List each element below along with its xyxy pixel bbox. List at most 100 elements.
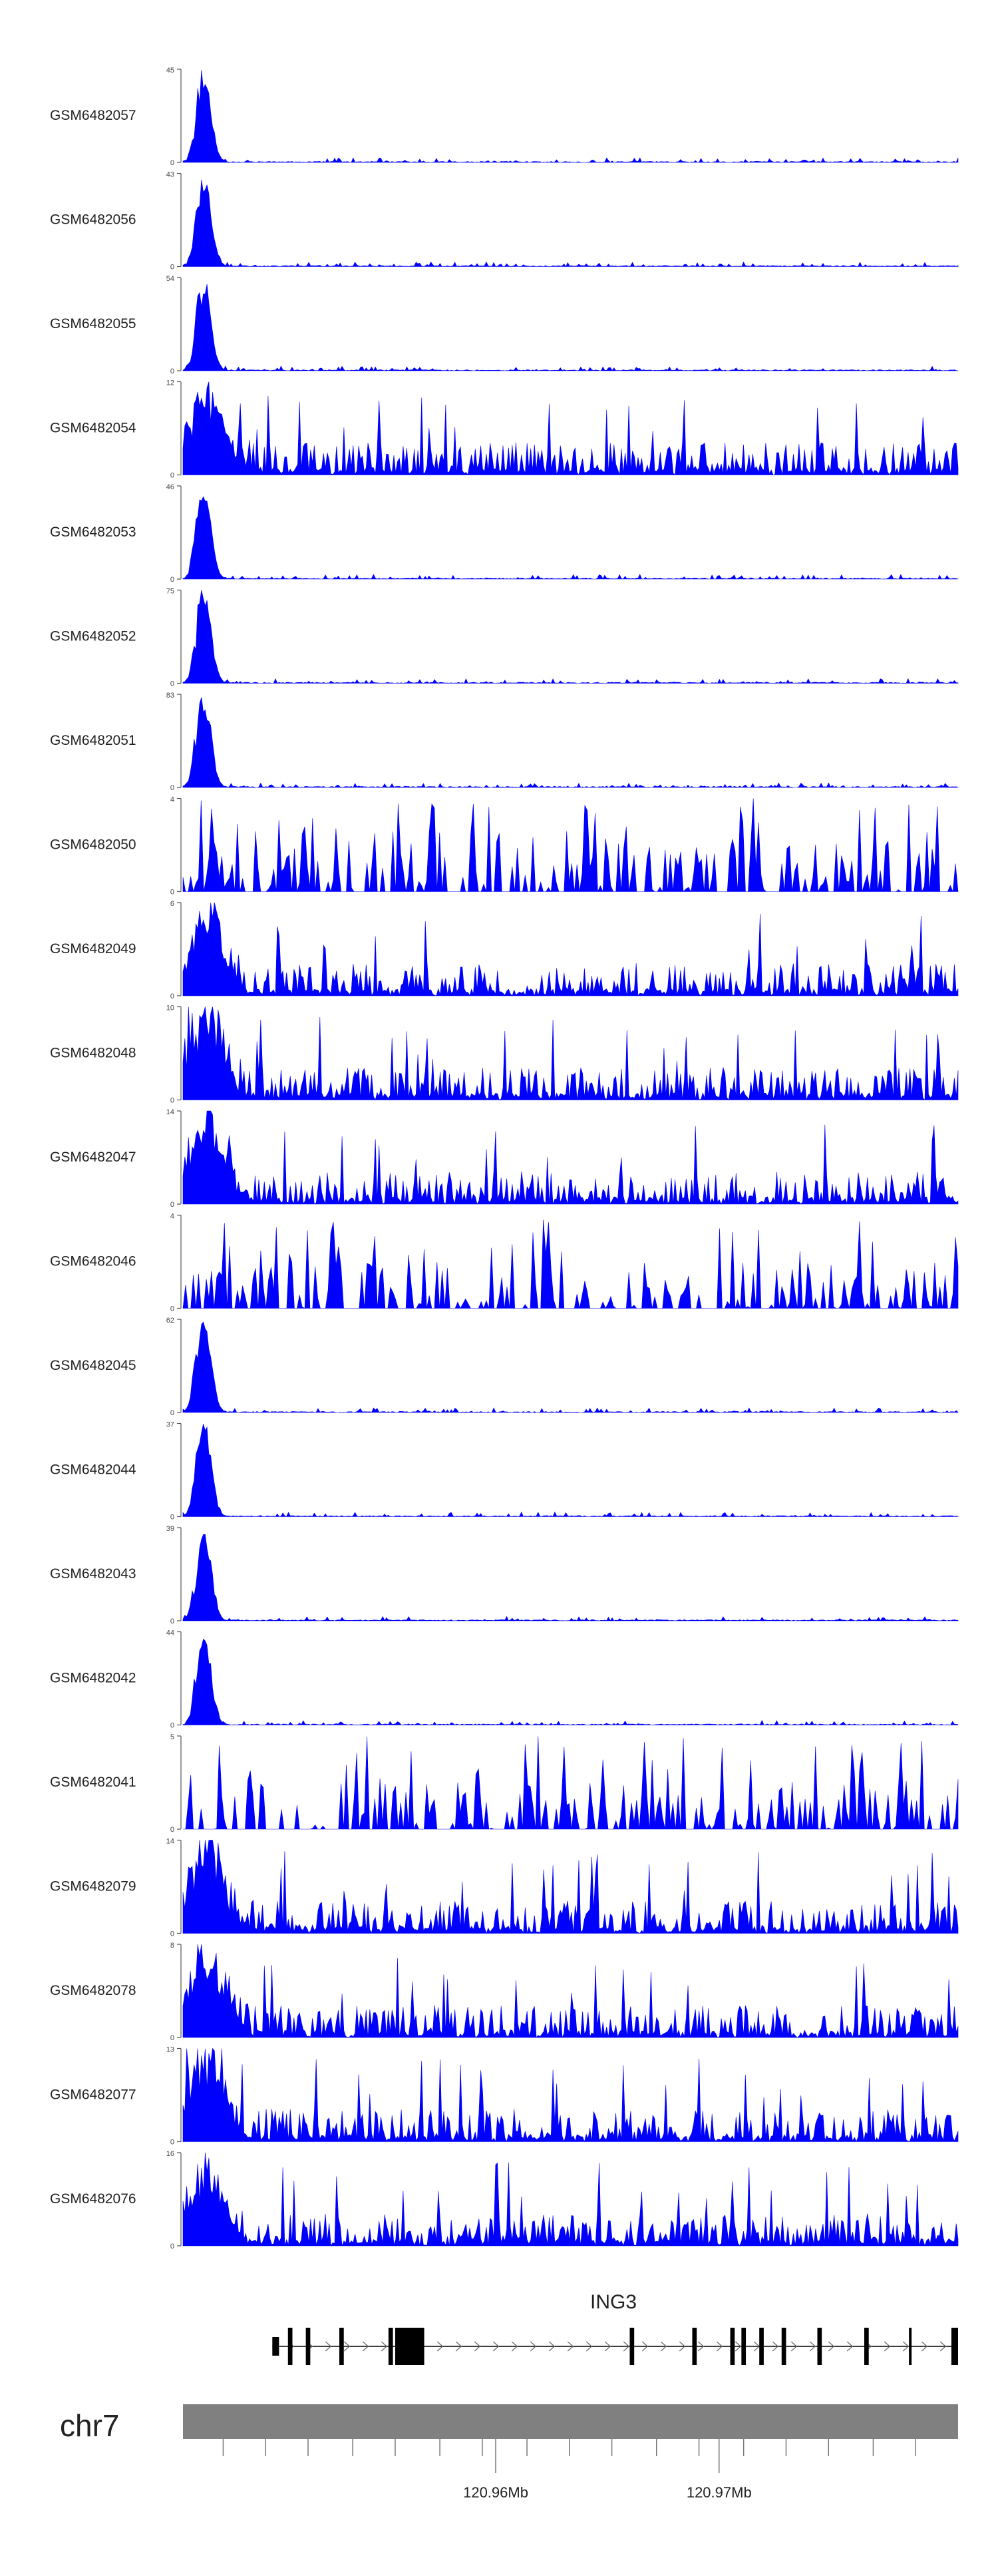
gene-exon bbox=[339, 2328, 344, 2365]
strand-arrow bbox=[902, 2341, 910, 2352]
signal-tracks: GSM6482057450GSM6482056430GSM6482055540G… bbox=[50, 67, 959, 2251]
ymax-label: 14 bbox=[166, 1838, 174, 1846]
track-GSM6482045: GSM6482045 62 0 bbox=[50, 1317, 959, 1417]
strand-arrow bbox=[362, 2341, 369, 2352]
track-GSM6482079: GSM6482079 14 0 bbox=[50, 1838, 959, 1938]
track-GSM6482077: GSM6482077 13 0 bbox=[50, 2046, 959, 2147]
track-GSM6482047: GSM6482047 14 0 bbox=[50, 1108, 959, 1209]
gene-label: ING3 bbox=[590, 2291, 637, 2313]
strand-arrow bbox=[343, 2341, 351, 2352]
gene-exon bbox=[909, 2328, 912, 2365]
strand-arrow bbox=[697, 2341, 705, 2352]
track-label: GSM6482078 bbox=[50, 1983, 136, 1998]
x-tick-label: 120.97Mb bbox=[687, 2484, 752, 2501]
ymax-label: 16 bbox=[166, 2150, 174, 2158]
ymax-label: 75 bbox=[166, 588, 174, 596]
strand-arrow bbox=[511, 2341, 518, 2352]
track-label: GSM6482045 bbox=[50, 1358, 136, 1373]
strand-arrow bbox=[623, 2341, 630, 2352]
signal-area bbox=[182, 1219, 959, 1309]
signal-area bbox=[182, 1944, 959, 2039]
signal-area bbox=[182, 902, 959, 996]
ymax-label: 62 bbox=[166, 1317, 174, 1325]
gene-exon bbox=[629, 2328, 635, 2365]
track-label: GSM6482077 bbox=[50, 2087, 136, 2103]
ymax-label: 6 bbox=[170, 900, 174, 908]
ymax-label: 46 bbox=[166, 483, 174, 491]
strand-arrow bbox=[828, 2341, 835, 2352]
strand-arrow bbox=[604, 2341, 611, 2352]
track-label: GSM6482054 bbox=[50, 421, 136, 436]
ymin-label: 0 bbox=[170, 992, 174, 1000]
track-label: GSM6482057 bbox=[50, 108, 136, 123]
signal-area bbox=[182, 1321, 959, 1413]
ymin-label: 0 bbox=[170, 367, 174, 375]
ymin-label: 0 bbox=[170, 2243, 174, 2251]
strand-arrow bbox=[492, 2341, 500, 2352]
ymin-label: 0 bbox=[170, 1826, 174, 1834]
ymin-label: 0 bbox=[170, 472, 174, 480]
strand-arrow bbox=[585, 2341, 593, 2352]
ymin-label: 0 bbox=[170, 1305, 174, 1313]
gene-exon bbox=[741, 2328, 747, 2365]
ymax-label: 4 bbox=[170, 796, 174, 804]
track-GSM6482054: GSM6482054 12 0 bbox=[50, 379, 959, 480]
ymin-label: 0 bbox=[170, 1514, 174, 1522]
ymax-label: 45 bbox=[166, 67, 174, 75]
track-label: GSM6482079 bbox=[50, 1879, 136, 1894]
ymin-label: 0 bbox=[170, 159, 174, 167]
strand-arrow bbox=[846, 2341, 854, 2352]
track-GSM6482053: GSM6482053 46 0 bbox=[50, 483, 959, 584]
ymin-label: 0 bbox=[170, 264, 174, 272]
signal-area bbox=[182, 1638, 959, 1725]
strand-arrow bbox=[381, 2341, 388, 2352]
strand-arrow bbox=[716, 2341, 723, 2352]
signal-area bbox=[182, 1424, 959, 1517]
ymax-label: 39 bbox=[166, 1525, 174, 1533]
gene-exon bbox=[759, 2328, 764, 2365]
signal-area bbox=[182, 798, 959, 893]
strand-arrow bbox=[567, 2341, 574, 2352]
signal-area bbox=[182, 1534, 959, 1621]
track-label: GSM6482056 bbox=[50, 212, 136, 228]
gene-exon bbox=[817, 2328, 822, 2365]
x-tick-label: 120.96Mb bbox=[463, 2484, 528, 2501]
chromosome-label: chr7 bbox=[60, 2408, 119, 2443]
ymin-label: 0 bbox=[170, 1097, 174, 1105]
signal-area bbox=[182, 496, 959, 580]
gene-track: ING3 bbox=[272, 2291, 958, 2365]
ymin-label: 0 bbox=[170, 1722, 174, 1730]
gene-exon bbox=[781, 2328, 786, 2365]
track-label: GSM6482052 bbox=[50, 629, 136, 644]
ymax-label: 44 bbox=[166, 1629, 174, 1637]
strand-arrow bbox=[790, 2341, 798, 2352]
track-GSM6482041: GSM6482041 5 0 bbox=[50, 1733, 959, 1834]
ymin-label: 0 bbox=[170, 1930, 174, 1938]
track-label: GSM6482050 bbox=[50, 837, 136, 853]
ymin-label: 0 bbox=[170, 2139, 174, 2147]
gene-exon bbox=[692, 2328, 697, 2365]
gene-exon bbox=[388, 2328, 393, 2365]
ymax-label: 37 bbox=[166, 1421, 174, 1429]
ymin-label: 0 bbox=[170, 576, 174, 584]
track-label: GSM6482076 bbox=[50, 2191, 136, 2207]
signal-area bbox=[182, 2152, 959, 2247]
track-GSM6482057: GSM6482057 45 0 bbox=[50, 67, 959, 167]
track-label: GSM6482043 bbox=[50, 1566, 136, 1582]
track-label: GSM6482041 bbox=[50, 1775, 136, 1790]
track-label: GSM6482055 bbox=[50, 316, 136, 331]
ymax-label: 8 bbox=[170, 1942, 174, 1950]
signal-area bbox=[182, 2047, 959, 2143]
gene-exon bbox=[287, 2328, 293, 2365]
signal-area bbox=[182, 697, 959, 788]
track-GSM6482044: GSM6482044 37 0 bbox=[50, 1421, 959, 1522]
ymax-label: 4 bbox=[170, 1213, 174, 1221]
ymax-label: 13 bbox=[166, 2046, 174, 2054]
track-GSM6482042: GSM6482042 44 0 bbox=[50, 1629, 959, 1730]
ymax-label: 10 bbox=[166, 1004, 174, 1012]
strand-arrow bbox=[735, 2341, 742, 2352]
ymax-label: 54 bbox=[166, 275, 174, 283]
ymin-label: 0 bbox=[170, 1201, 174, 1209]
strand-arrow bbox=[939, 2341, 947, 2352]
strand-arrow bbox=[530, 2341, 537, 2352]
